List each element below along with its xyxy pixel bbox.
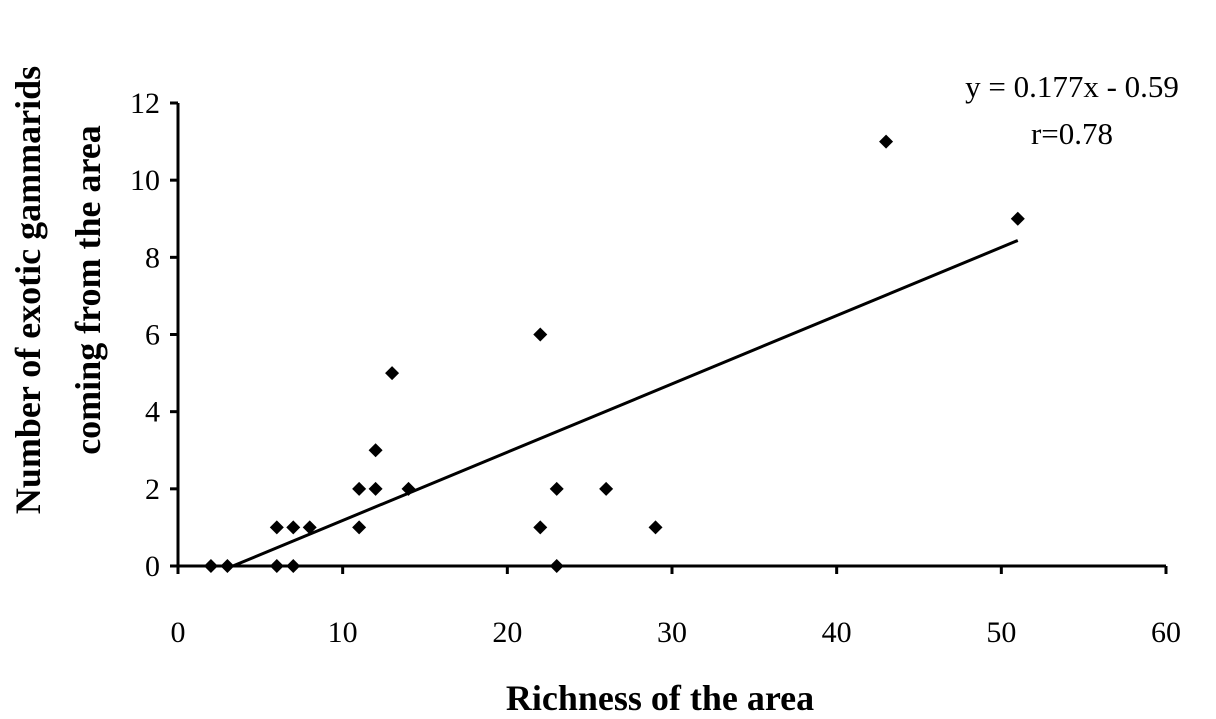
y-tick-label: 8 bbox=[145, 241, 160, 274]
data-point bbox=[1010, 211, 1025, 226]
data-point bbox=[352, 520, 367, 535]
data-point bbox=[286, 559, 301, 573]
data-point bbox=[401, 481, 416, 496]
data-point bbox=[269, 520, 284, 535]
x-tick-label: 30 bbox=[657, 616, 687, 649]
y-tick-label: 12 bbox=[130, 87, 160, 120]
data-point bbox=[549, 559, 564, 573]
data-point bbox=[599, 481, 614, 496]
y-tick-label: 0 bbox=[145, 550, 160, 583]
y-tick-label: 10 bbox=[130, 164, 160, 197]
equation-annotation: y = 0.177x - 0.59 bbox=[965, 69, 1179, 104]
data-point bbox=[533, 520, 548, 535]
y-axis-title-line1: Number of exotic gammarids bbox=[8, 66, 48, 514]
data-point bbox=[549, 481, 564, 496]
data-point bbox=[203, 559, 218, 573]
x-tick-label: 10 bbox=[328, 616, 358, 649]
x-tick-label: 50 bbox=[986, 616, 1016, 649]
data-point bbox=[385, 366, 400, 381]
y-tick-label: 2 bbox=[145, 473, 160, 506]
x-axis-title: Richness of the area bbox=[506, 678, 814, 718]
trendline-group bbox=[232, 239, 1019, 568]
data-point bbox=[368, 481, 383, 496]
data-point bbox=[879, 134, 894, 149]
data-point bbox=[533, 327, 548, 342]
data-point bbox=[648, 520, 663, 535]
y-tick-label: 6 bbox=[145, 319, 160, 352]
y-axis-title-line2: coming from the area bbox=[68, 125, 108, 455]
x-tick-label: 20 bbox=[492, 616, 522, 649]
data-point bbox=[352, 481, 367, 496]
trendline bbox=[232, 239, 1019, 568]
x-tick-label: 60 bbox=[1151, 616, 1181, 649]
data-point bbox=[302, 520, 317, 535]
r-value-annotation: r=0.78 bbox=[1031, 116, 1113, 151]
y-tick-label: 4 bbox=[145, 396, 160, 429]
data-point bbox=[286, 520, 301, 535]
x-tick-label: 40 bbox=[822, 616, 852, 649]
data-point bbox=[368, 443, 383, 458]
x-tick-label: 0 bbox=[171, 616, 186, 649]
axes: 0 2 4 6 8 10 12 0 10 20 30 40 50 60 bbox=[130, 87, 1181, 649]
data-points bbox=[203, 134, 1025, 573]
data-point bbox=[220, 559, 235, 573]
data-point bbox=[269, 559, 284, 573]
